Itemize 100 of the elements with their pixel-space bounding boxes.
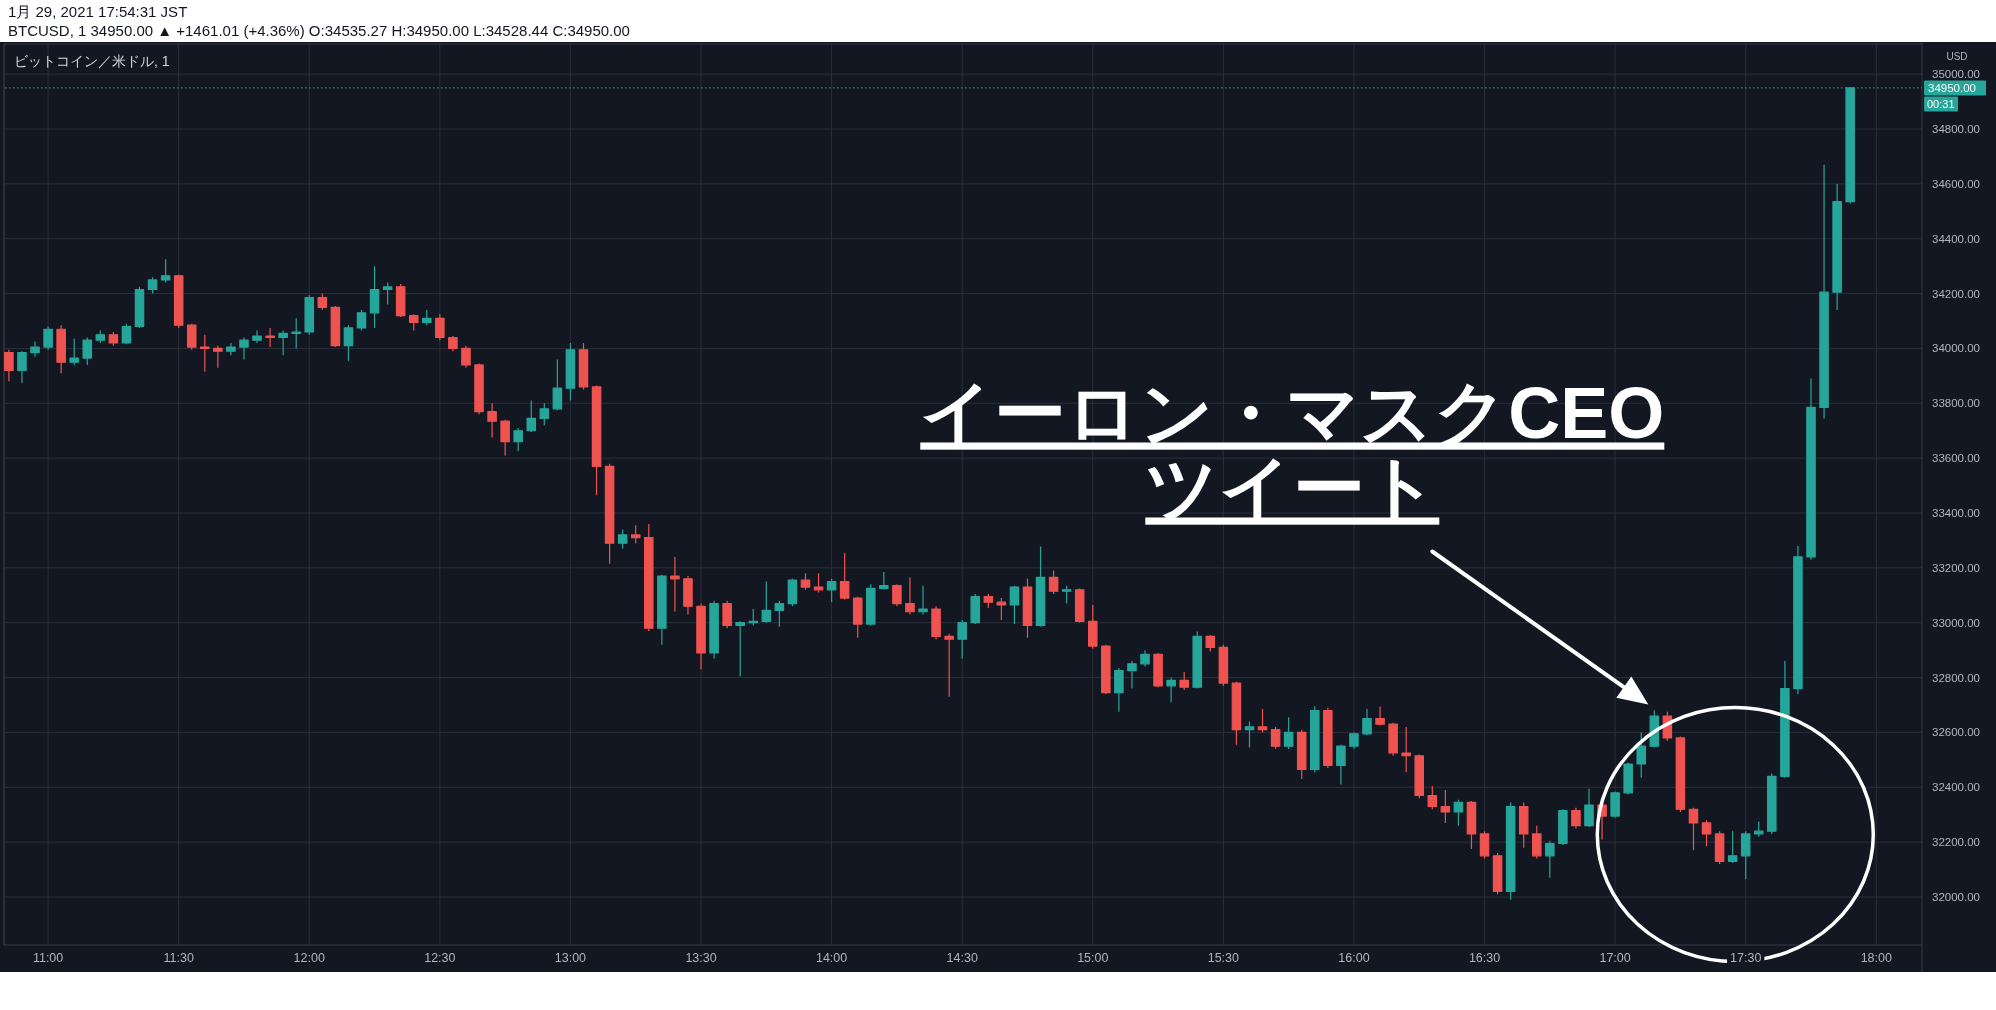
y-tick-label: 32400.00 bbox=[1932, 781, 1980, 794]
candlestick bbox=[226, 342, 236, 356]
candlestick bbox=[1022, 578, 1033, 639]
candlestick bbox=[474, 362, 484, 415]
candlestick bbox=[513, 427, 523, 452]
candlestick bbox=[4, 349, 14, 382]
candlestick bbox=[1218, 644, 1229, 687]
candlestick bbox=[892, 583, 902, 607]
candlestick bbox=[1466, 800, 1477, 850]
candlestick bbox=[1545, 840, 1555, 879]
text: ビットコイン／米ドル, 1 bbox=[14, 53, 170, 69]
candlestick bbox=[356, 309, 367, 332]
y-tick-label: 35000.00 bbox=[1932, 68, 1980, 81]
x-tick-label: 16:00 bbox=[1338, 951, 1370, 965]
candlestick bbox=[56, 324, 66, 374]
candlestick bbox=[1610, 790, 1620, 819]
candlestick bbox=[1780, 660, 1790, 779]
candlestick bbox=[552, 358, 563, 411]
candlestick bbox=[1179, 671, 1189, 691]
candlestick bbox=[1571, 807, 1581, 830]
candlestick bbox=[970, 593, 981, 625]
candlestick bbox=[800, 572, 811, 591]
candlestick bbox=[1101, 644, 1111, 695]
candlestick bbox=[787, 578, 798, 607]
candlestick bbox=[813, 572, 824, 594]
candlestick bbox=[1283, 716, 1294, 750]
candlestick bbox=[944, 633, 954, 698]
candlestick bbox=[17, 350, 27, 384]
candlestick bbox=[1845, 87, 1855, 205]
candlestick bbox=[343, 324, 354, 362]
candlestick bbox=[866, 583, 876, 627]
y-tick-label: 32000.00 bbox=[1932, 891, 1980, 903]
candlestick bbox=[1623, 762, 1633, 795]
candlestick bbox=[1675, 735, 1686, 813]
candlestick bbox=[1414, 753, 1425, 799]
candlestick bbox=[657, 574, 667, 646]
candlestick bbox=[670, 556, 680, 613]
candlestick bbox=[905, 576, 915, 616]
candlestick bbox=[1832, 183, 1842, 311]
x-tick-label: 17:00 bbox=[1599, 951, 1631, 965]
candlestick bbox=[278, 330, 288, 356]
y-tick-label: 33400.00 bbox=[1932, 507, 1980, 520]
candlestick bbox=[1140, 649, 1150, 668]
header: 1月 29, 2021 17:54:31 JST BTCUSD, 1 34950.00 ▲ +1461.01 (+4.36%) O:34535.27 H:34950.00 L:34528.44 C:34950.00 bbox=[8, 3, 630, 39]
y-tick-label: 34400.00 bbox=[1932, 232, 1980, 245]
candlestick bbox=[1310, 705, 1320, 773]
candlestick bbox=[1192, 630, 1203, 690]
candlestick bbox=[448, 335, 458, 352]
candlestick bbox=[852, 596, 863, 639]
candlestick bbox=[1270, 726, 1281, 750]
candlestick bbox=[134, 286, 145, 329]
candlestick bbox=[369, 265, 380, 329]
candlestick bbox=[173, 273, 184, 329]
candlestick bbox=[1740, 830, 1751, 880]
y-axis-title: USD bbox=[1946, 51, 1968, 62]
candlestick bbox=[1035, 545, 1046, 628]
candlestick bbox=[1257, 708, 1268, 734]
candlestick bbox=[1636, 731, 1647, 779]
candlestick bbox=[1479, 830, 1490, 860]
candlestick bbox=[304, 294, 315, 336]
candlestick bbox=[722, 600, 732, 629]
candlestick bbox=[996, 597, 1007, 621]
candlestick bbox=[1440, 789, 1451, 824]
candlestick bbox=[1205, 634, 1216, 653]
candlestick bbox=[291, 317, 301, 350]
candlestick bbox=[774, 600, 785, 628]
candlestick bbox=[1114, 667, 1124, 713]
candlestick bbox=[1231, 681, 1242, 746]
candlestick bbox=[1558, 808, 1568, 846]
candlestick bbox=[1088, 604, 1098, 650]
candlestick bbox=[121, 323, 132, 345]
candlestick bbox=[539, 402, 550, 426]
x-tick-label: 18:00 bbox=[1860, 951, 1892, 965]
x-tick-label: 16:30 bbox=[1468, 951, 1501, 965]
candlestick bbox=[200, 334, 210, 373]
candlestick bbox=[108, 331, 119, 347]
x-tick-label: 11:00 bbox=[32, 951, 64, 965]
candlestick bbox=[395, 283, 406, 318]
candlestick bbox=[1701, 819, 1712, 847]
candlestick bbox=[1584, 788, 1594, 828]
candlestick bbox=[1074, 587, 1085, 624]
candlestick bbox=[95, 330, 106, 344]
candlestick bbox=[239, 336, 249, 361]
candlestick bbox=[382, 282, 393, 306]
candlestick bbox=[1127, 660, 1137, 690]
y-tick-label: 34800.00 bbox=[1932, 123, 1980, 136]
candlestick bbox=[422, 309, 432, 326]
candlestick bbox=[1806, 378, 1816, 561]
candlestick bbox=[487, 402, 497, 439]
candlestick bbox=[1688, 807, 1699, 851]
candlestick bbox=[1767, 772, 1777, 835]
candlestick bbox=[1244, 720, 1255, 749]
candlestick bbox=[461, 345, 471, 369]
candlestick bbox=[526, 399, 537, 433]
candlestick bbox=[408, 313, 419, 332]
candlestick bbox=[1714, 830, 1725, 865]
candlestick bbox=[1296, 729, 1307, 780]
candlestick bbox=[186, 323, 197, 351]
candlestick bbox=[1505, 801, 1516, 901]
candlestick bbox=[252, 330, 262, 344]
